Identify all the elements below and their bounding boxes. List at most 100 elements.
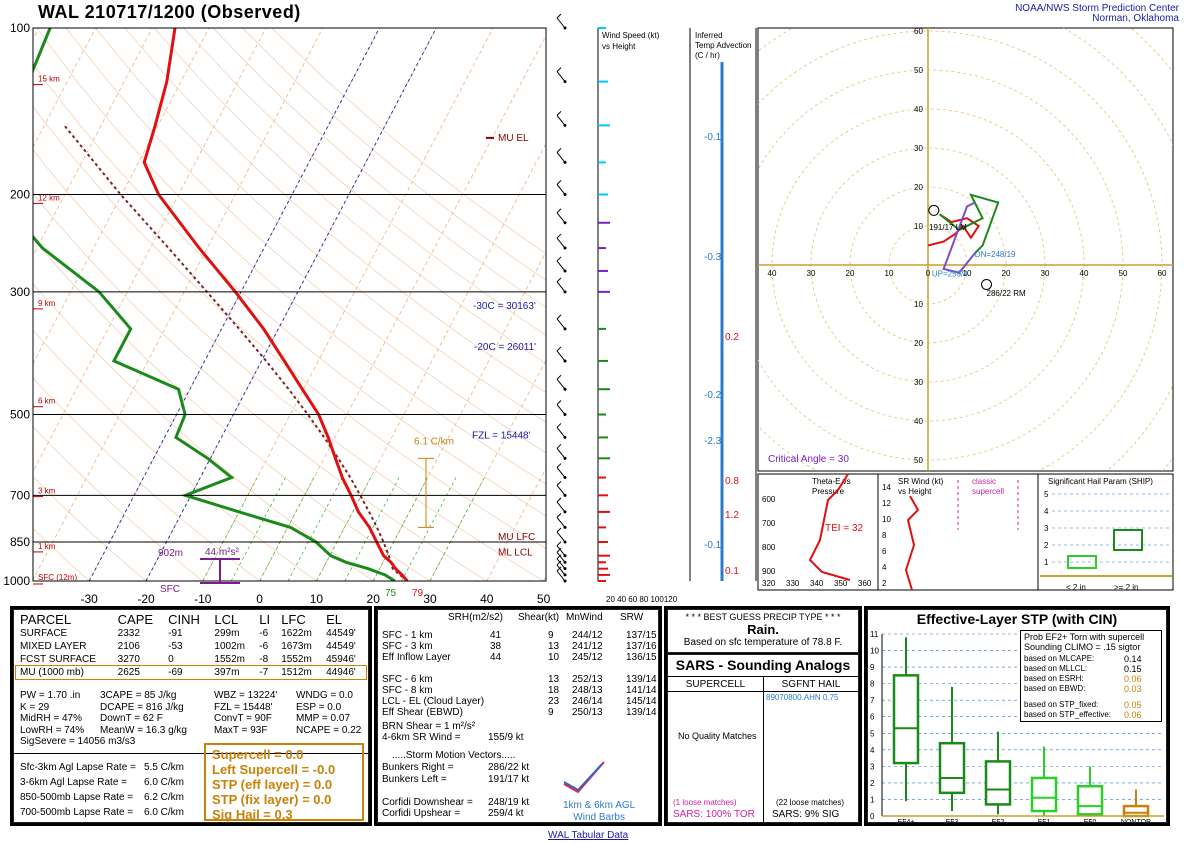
stp-ytick: 2	[870, 779, 875, 788]
kinematics-cell: 10	[548, 652, 560, 663]
lapse-rates: Sfc-3km Agl Lapse Rate = 5.5 C/km 3-6km Ag…	[20, 760, 184, 820]
wind-barb	[556, 260, 566, 272]
mixing-ratio-line	[287, 477, 343, 581]
kinematics-row: SFC - 1 km 41 9 244/12 137/15	[382, 630, 657, 641]
height-label: 6 km	[38, 397, 56, 406]
wind-barb	[556, 184, 566, 195]
hodograph-x-label: 10	[963, 269, 972, 278]
bunkers-left-marker	[928, 204, 940, 216]
stp-ytick: 9	[870, 663, 875, 672]
temperature-trace	[142, 28, 409, 581]
storm-motion-label: Bunkers Left =	[382, 773, 447, 785]
stp-category: EF3	[946, 819, 959, 822]
critical-angle: Critical Angle = 30	[768, 454, 849, 465]
temp-axis-label: 10	[310, 592, 324, 606]
ship-ytick: 2	[1044, 541, 1049, 550]
sars-loose-2: (22 loose matches)	[776, 798, 845, 807]
kinematics-cell: 245/12	[572, 652, 603, 663]
wind-barb-dot	[563, 560, 567, 564]
theta-e-title-2: Pressure	[812, 487, 845, 496]
kinematics-cell: 137/15	[626, 630, 657, 641]
iso-m20-label: -20C = 26011'	[474, 342, 536, 353]
parcel-cell: 1512m	[281, 667, 312, 678]
ship-ytick: 4	[1044, 507, 1049, 516]
stp-prob-label: based on ESRH:	[1024, 674, 1084, 683]
wind-barb-dot	[563, 290, 567, 294]
wind-barb-flag	[556, 67, 562, 72]
stp-prob-label: based on MLCAPE:	[1024, 654, 1095, 663]
index-value: DownT = 62 F	[100, 713, 163, 724]
parcel-cell: 2625	[117, 667, 140, 678]
hodograph-x-label: 10	[885, 269, 894, 278]
stp-prob-line-1: Prob EF2+ Torn with supercell	[1024, 632, 1145, 642]
ship-frame	[1037, 473, 1174, 591]
parcel-row[interactable]: MIXED LAYER 2106 -53 1002m -6 1673m 44549'	[16, 640, 366, 653]
parcel-row[interactable]: FCST SURFACE 3270 0 1552m -8 1552m 45946'	[16, 653, 366, 666]
kinematics-header-cell: SRH(m2/s2)	[448, 612, 504, 623]
theta-e-ytick: 800	[762, 543, 776, 552]
wind-barb-flag	[556, 497, 562, 503]
sr-wind-ytick: 6	[882, 547, 887, 556]
storm-motion-row: Corfidi Upshear = 259/4 kt	[382, 808, 542, 820]
stp-probabilities: Prob EF2+ Torn with supercell Sounding C…	[1020, 630, 1162, 722]
ship-box-large	[1113, 529, 1143, 551]
lapse-label: Sfc-3km Agl Lapse Rate =	[20, 762, 136, 773]
kinematics-cell: 250/13	[572, 707, 603, 718]
index-value: MidRH = 47%	[20, 713, 82, 724]
wind-barb	[556, 318, 566, 330]
wind-barb	[556, 71, 566, 82]
kinematics-cell: 9	[548, 630, 554, 641]
hodograph-area: 5040302010010203040506070807060504030201…	[758, 28, 1173, 471]
kinematics-cell: LCL - EL (Cloud Layer)	[382, 696, 485, 707]
parcel-row[interactable]: MU (1000 mb) 2625 -69 397m -7 1512m 44946'	[15, 665, 367, 680]
stp-prob-value: 0.14	[1124, 654, 1142, 664]
lm-label: 191/17 LM	[929, 223, 967, 232]
wind-barb-dot	[563, 123, 567, 127]
wind-barb-flag	[556, 513, 562, 518]
wind-barb	[556, 448, 566, 459]
wind-barbs	[556, 13, 567, 583]
sars-loose-1: (1 loose matches)	[673, 798, 737, 807]
parcel-cell: MU (1000 mb)	[20, 667, 84, 678]
parcel-cell: 2332	[117, 628, 140, 639]
stp-ytick: 8	[870, 680, 875, 689]
wind-barb	[556, 531, 566, 543]
mixing-ratio-line	[230, 477, 286, 581]
temp-adv-value: -0.3	[704, 252, 722, 263]
composite-value: Left Supercell = -0.0	[212, 762, 336, 777]
temp-adv-value: 0.8	[725, 476, 739, 487]
height-label: 15 km	[38, 75, 60, 84]
ship-ytick: 1	[1044, 558, 1049, 567]
lapse-label: 6.1 C/km	[414, 437, 454, 448]
tabular-data-link[interactable]: WAL Tabular Data	[548, 830, 629, 841]
hodograph-y-label: 10	[914, 222, 923, 231]
kinematics-cell: 13	[548, 641, 560, 652]
kinematics-cell: 136/15	[626, 652, 657, 663]
theta-e-ytick: 700	[762, 519, 776, 528]
sr-wind-ytick: 2	[882, 579, 887, 588]
stp-box	[1122, 804, 1150, 818]
precip-title: * * * BEST GUESS PRECIP TYPE * * *	[685, 612, 841, 622]
kinematics-header-cell: Shear(kt)	[518, 612, 560, 623]
kinematics-cell: 241/12	[572, 641, 603, 652]
hodograph-x-label: 0	[926, 269, 931, 278]
kinematics-cell: 137/16	[626, 641, 657, 652]
stp-ytick: 3	[870, 762, 875, 771]
hodograph-y-label: 40	[914, 105, 923, 114]
wind-barb-dot	[563, 476, 567, 480]
ship-ytick: 5	[1044, 490, 1049, 499]
wind-barb-dot	[563, 359, 567, 363]
temp-adv-title-1: Inferred	[695, 31, 723, 40]
parcel-cell: -7	[259, 667, 269, 678]
parcel-cell: 1552m	[214, 654, 245, 665]
srh-eff-label: 44 m²s²	[205, 547, 240, 558]
wind-barb-flag	[556, 566, 562, 572]
kinematics-cell: SFC - 3 km	[382, 641, 433, 652]
theta-e-xtick: 320	[762, 579, 776, 588]
parcel-row[interactable]: SURFACE 2332 -91 299m -6 1622m 44549'	[16, 627, 366, 640]
parcel-cell: 44549'	[326, 628, 356, 639]
index-value: FZL = 15448'	[214, 701, 273, 713]
kinematics-cell: 141/14	[626, 685, 657, 696]
temp-adv-value: -0.2	[704, 390, 722, 401]
height-label: 12 km	[38, 193, 60, 202]
